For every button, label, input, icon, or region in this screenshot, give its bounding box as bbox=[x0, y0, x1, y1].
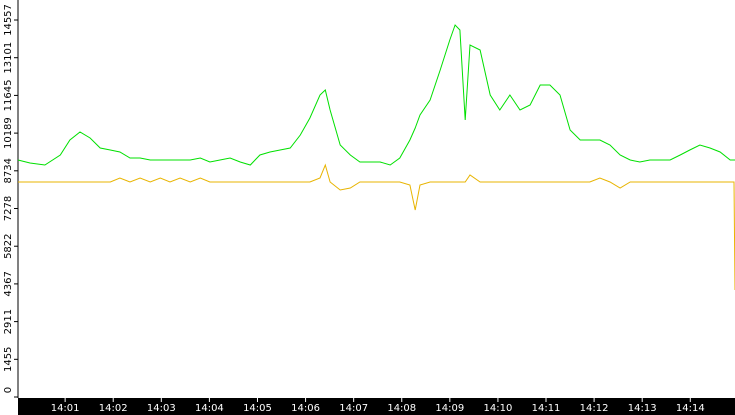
x-tick-label: 14:01 bbox=[51, 403, 80, 414]
x-tick-label: 14:14 bbox=[676, 403, 705, 414]
x-tick-label: 14:03 bbox=[147, 403, 176, 414]
y-tick-label: 5822 bbox=[3, 233, 14, 258]
x-tick-label: 14:06 bbox=[291, 403, 320, 414]
series-line bbox=[17, 24, 735, 166]
y-tick-label: 8734 bbox=[3, 158, 14, 183]
y-tick-label: 7278 bbox=[3, 196, 14, 221]
x-tick-label: 14:10 bbox=[484, 403, 513, 414]
x-tick-label: 14:09 bbox=[435, 403, 464, 414]
y-tick-label: 4367 bbox=[3, 271, 14, 296]
x-tick-label: 14:13 bbox=[628, 403, 657, 414]
x-tick-label: 14:08 bbox=[387, 403, 416, 414]
y-tick-label: 14557 bbox=[3, 4, 14, 36]
y-tick-label: 10189 bbox=[3, 117, 14, 149]
series-line bbox=[18, 163, 735, 291]
x-tick-label: 14:05 bbox=[243, 403, 272, 414]
y-tick-label: 11645 bbox=[3, 80, 14, 112]
y-tick-label: 2911 bbox=[3, 309, 14, 334]
x-tick-label: 14:11 bbox=[532, 403, 561, 414]
x-tick-label: 14:12 bbox=[580, 403, 609, 414]
x-tick-label: 14:07 bbox=[339, 403, 368, 414]
x-tick-label: 14:04 bbox=[195, 403, 224, 414]
x-tick-label: 14:02 bbox=[99, 403, 128, 414]
y-tick-label: 1455 bbox=[3, 347, 14, 372]
y-tick-label: 13101 bbox=[3, 42, 14, 74]
x-axis-band bbox=[18, 398, 735, 415]
y-tick-label: 0 bbox=[3, 387, 14, 393]
